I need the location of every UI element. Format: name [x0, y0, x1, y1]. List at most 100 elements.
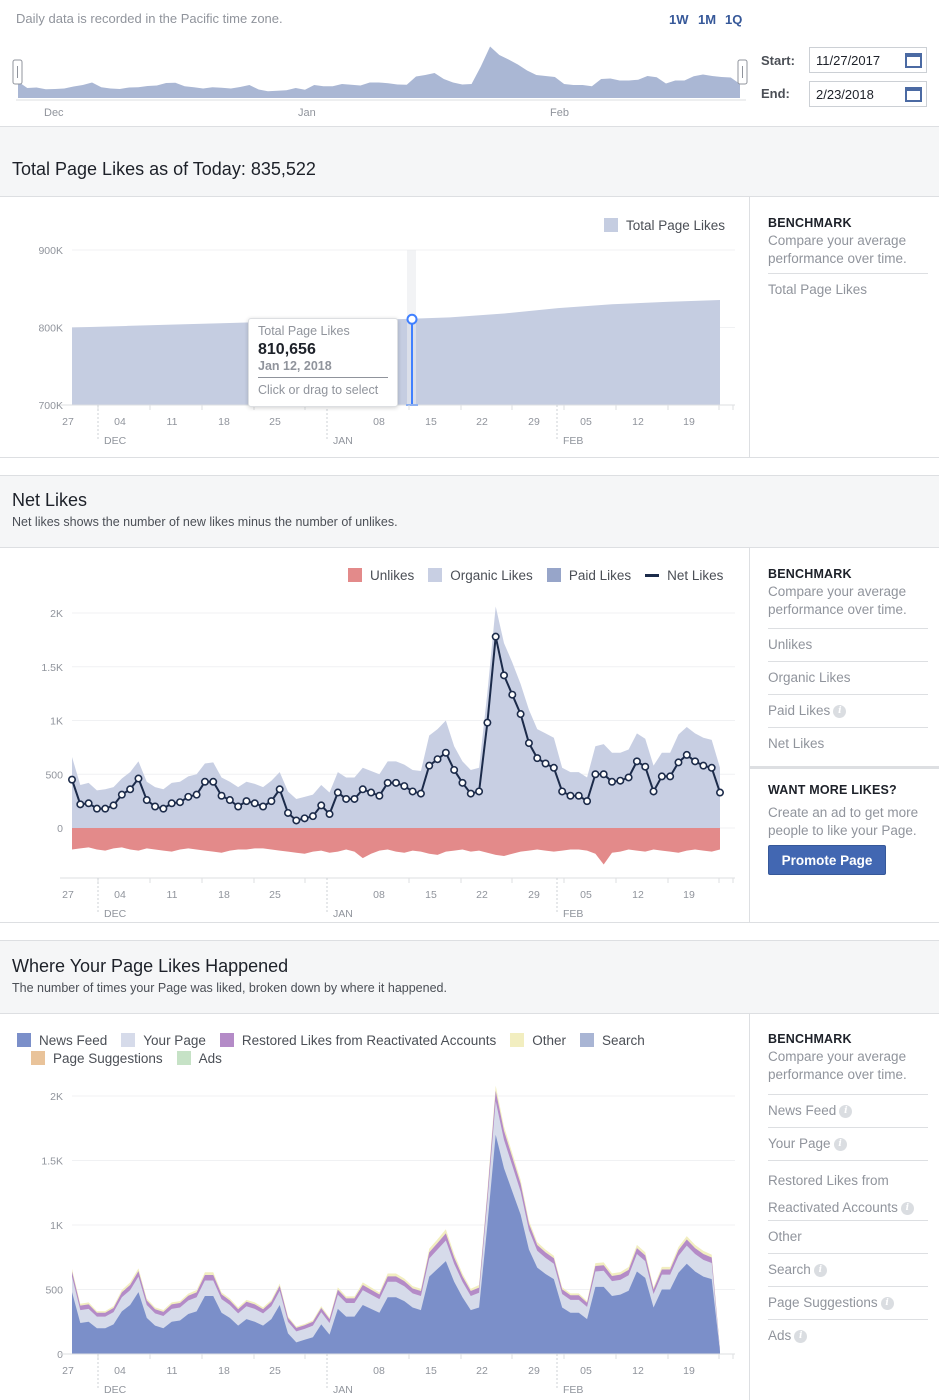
net-likes-point — [92, 804, 101, 813]
where-header — [0, 940, 939, 1014]
y-tick-label: 0 — [57, 1349, 63, 1361]
x-tick-label: 12 — [632, 416, 644, 428]
x-tick-label: 12 — [632, 889, 644, 901]
benchmark-item-organic[interactable]: Organic Likes — [768, 661, 928, 688]
net-likes-point — [300, 814, 309, 823]
promote-page-button[interactable]: Promote Page — [768, 845, 886, 875]
legend-item[interactable]: News Feed — [17, 1031, 107, 1049]
legend-swatch — [604, 218, 618, 232]
calendar-icon[interactable] — [905, 87, 922, 102]
legend-swatch — [645, 573, 660, 577]
navigator-chart[interactable]: Dec Jan Feb — [12, 38, 752, 122]
info-icon[interactable]: i — [833, 1137, 847, 1151]
info-icon[interactable]: i — [880, 1296, 894, 1310]
x-month-label: JAN — [333, 1384, 353, 1396]
x-tick-label: 19 — [683, 889, 695, 901]
legend-item[interactable]: Net Likes — [645, 566, 723, 584]
benchmark-item-net[interactable]: Net Likes — [768, 727, 928, 754]
legend-item[interactable]: Organic Likes — [428, 566, 533, 584]
benchmark-item-label: Paid Likes — [768, 703, 831, 718]
net-likes-title: Net Likes — [12, 490, 88, 510]
x-tick-label: 05 — [580, 416, 592, 428]
net-likes-point — [192, 790, 201, 799]
info-icon[interactable]: i — [900, 1201, 914, 1215]
benchmark-item-your-page[interactable]: Your Page i — [768, 1127, 928, 1154]
legend-swatch — [348, 568, 362, 582]
divider — [750, 766, 939, 769]
net-likes-point — [558, 787, 567, 796]
net-likes-panel: Unlikes Organic Likes Paid Likes Net Lik… — [0, 548, 939, 923]
info-icon[interactable]: i — [833, 704, 847, 718]
info-icon[interactable]: i — [839, 1104, 853, 1118]
range-1m-button[interactable]: 1M — [698, 12, 717, 27]
range-1q-button[interactable]: 1Q — [725, 12, 743, 27]
net-likes-point — [292, 816, 301, 825]
net-likes-chart[interactable]: 0 500 1K 1.5K 2K 27 04 11 18 25 08 15 22 29 05 12 19 DEC J… — [0, 598, 745, 920]
net-likes-point — [499, 671, 508, 680]
net-likes-point — [458, 778, 467, 787]
benchmark-item-page-suggestions[interactable]: Page Suggestions i — [768, 1286, 928, 1313]
legend-item[interactable]: Total Page Likes — [604, 216, 725, 234]
x-tick-label: 27 — [62, 1365, 74, 1377]
legend-item[interactable]: Restored Likes from Reactivated Accounts — [219, 1031, 496, 1049]
legend-item[interactable]: Page Suggestions — [31, 1049, 163, 1067]
net-likes-point — [425, 761, 434, 770]
net-likes-point — [691, 757, 700, 766]
net-likes-point — [433, 755, 442, 764]
benchmark-item-news-feed[interactable]: News Feed i — [768, 1094, 928, 1121]
info-icon[interactable]: i — [813, 1263, 827, 1277]
benchmark-item-other[interactable]: Other — [768, 1220, 928, 1247]
x-tick-label: 18 — [218, 416, 230, 428]
end-label: End: — [761, 86, 790, 101]
x-tick-label: 11 — [167, 416, 178, 428]
x-tick-label: 15 — [425, 1365, 437, 1377]
benchmark-item-label: Your Page — [768, 1136, 831, 1151]
legend-label: Page Suggestions — [53, 1050, 163, 1066]
benchmark-item-paid[interactable]: Paid Likes i — [768, 694, 928, 721]
x-month-label: DEC — [104, 1384, 127, 1396]
net-likes-point — [209, 777, 218, 786]
legend-item[interactable]: Unlikes — [348, 566, 414, 584]
info-icon[interactable]: i — [794, 1329, 808, 1343]
calendar-icon[interactable] — [905, 53, 922, 68]
start-date-input[interactable]: 11/27/2017 — [809, 47, 927, 73]
x-tick-label: 08 — [373, 1365, 385, 1377]
y-tick-label: 500 — [45, 1285, 63, 1297]
where-likes-chart[interactable]: 0 500 1K 1.5K 2K 27 04 11 18 25 08 15 22 29 05 12 19 DEC J… — [0, 1084, 745, 1400]
legend-item[interactable]: Search — [579, 1031, 645, 1049]
benchmark-item-label: News Feed — [768, 1103, 837, 1118]
x-tick-label: 08 — [373, 889, 385, 901]
legend-item[interactable]: Other — [510, 1031, 566, 1049]
range-1w-button[interactable]: 1W — [669, 12, 689, 27]
end-date-value: 2/23/2018 — [816, 87, 874, 102]
tooltip-value: 810,656 — [258, 341, 316, 358]
net-likes-point — [707, 763, 716, 772]
benchmark-item-ads[interactable]: Ads i — [768, 1319, 928, 1346]
where-desc: The number of times your Page was liked,… — [12, 981, 447, 995]
legend-item[interactable]: Your Page — [121, 1031, 206, 1049]
net-likes-point — [400, 782, 409, 791]
net-likes-point — [441, 748, 450, 757]
nav-month-feb: Feb — [550, 107, 569, 119]
x-tick-label: 15 — [425, 416, 437, 428]
benchmark-item-unlikes[interactable]: Unlikes — [768, 628, 928, 655]
benchmark-item-restored[interactable]: Restored Likes from Reactivated Accounts… — [768, 1160, 928, 1221]
net-likes-point — [225, 796, 234, 805]
legend-label: Search — [601, 1032, 645, 1048]
net-likes-point — [84, 799, 93, 808]
legend-item[interactable]: Paid Likes — [546, 566, 631, 584]
x-month-label: FEB — [563, 1384, 583, 1396]
benchmark-item-search[interactable]: Search i — [768, 1253, 928, 1280]
end-date-input[interactable]: 2/23/2018 — [809, 81, 927, 107]
x-tick-label: 22 — [476, 1365, 488, 1377]
x-tick-label: 11 — [167, 889, 178, 901]
net-likes-point — [151, 802, 160, 811]
x-tick-label: 12 — [632, 1365, 644, 1377]
net-likes-point — [267, 797, 276, 806]
legend-item[interactable]: Ads — [176, 1049, 222, 1067]
x-tick-label: 11 — [167, 1365, 178, 1377]
net-likes-point — [483, 718, 492, 727]
benchmark-item[interactable]: Total Page Likes — [768, 273, 928, 300]
x-tick-label: 22 — [476, 889, 488, 901]
benchmark-heading: BENCHMARK — [768, 1032, 852, 1046]
